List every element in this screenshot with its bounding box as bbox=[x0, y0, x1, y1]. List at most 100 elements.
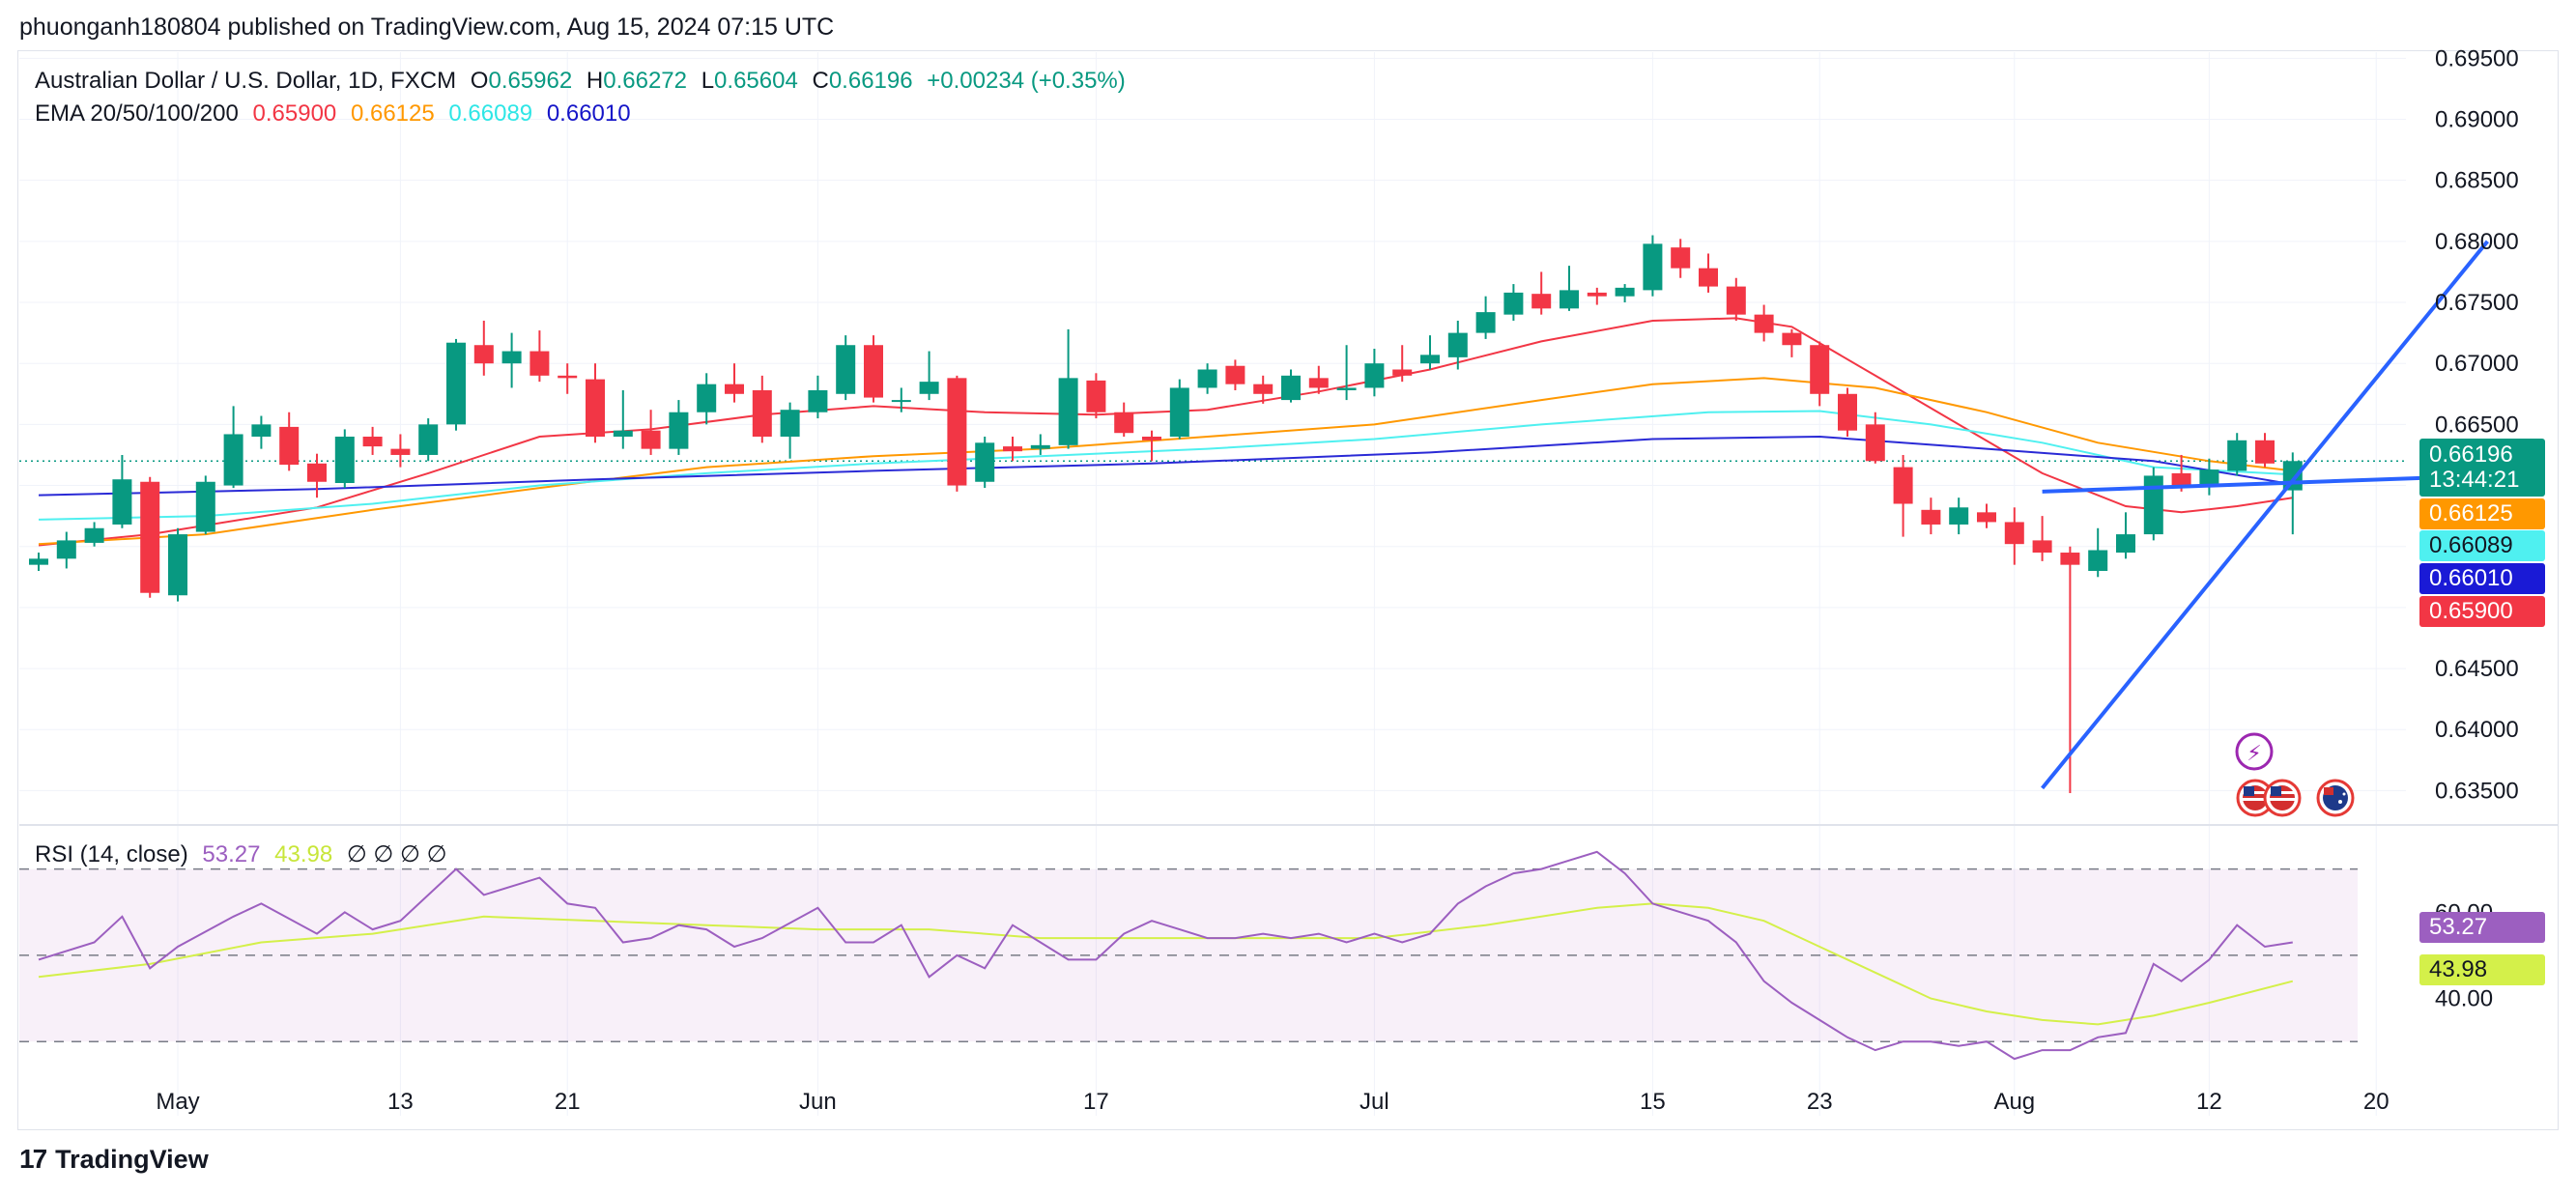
candle-body bbox=[2199, 469, 2219, 486]
candle-body bbox=[2088, 550, 2108, 571]
candle-body bbox=[808, 389, 828, 412]
candle-body bbox=[2004, 522, 2024, 545]
rsi-ma-value: 43.98 bbox=[274, 841, 333, 867]
time-tick-label: 13 bbox=[387, 1089, 414, 1115]
rsi-tag: 53.27 bbox=[2419, 912, 2545, 943]
ema50-value: 0.66125 bbox=[350, 100, 435, 127]
high-number: 0.66272 bbox=[603, 68, 688, 94]
ema200-value: 0.66010 bbox=[546, 100, 631, 127]
candle-body bbox=[1420, 355, 1440, 364]
time-tick-label: 23 bbox=[1807, 1089, 1833, 1115]
bar-countdown: 13:44:21 bbox=[2429, 467, 2520, 493]
candle-body bbox=[279, 426, 300, 466]
candle-body bbox=[1643, 243, 1663, 291]
us-flag-icon bbox=[2236, 779, 2275, 817]
ema20-value: 0.65900 bbox=[252, 100, 337, 127]
rsi-tick-label: 40.00 bbox=[2435, 986, 2493, 1012]
candle-body bbox=[1447, 332, 1468, 357]
candle-body bbox=[1503, 292, 1524, 315]
close-value: C0.66196 bbox=[812, 68, 912, 94]
candle-body bbox=[2032, 540, 2052, 554]
candle-body bbox=[1308, 378, 1329, 388]
candle-body bbox=[1671, 247, 1691, 269]
low-label: L bbox=[701, 68, 715, 94]
candle-body bbox=[140, 481, 160, 593]
symbol-name: Australian Dollar / U.S. Dollar, 1D, FXC… bbox=[35, 68, 457, 94]
candle-body bbox=[112, 479, 132, 525]
candle-body bbox=[1699, 268, 1718, 287]
candle-body bbox=[1336, 387, 1357, 390]
candle-body bbox=[613, 430, 633, 437]
close-label: C bbox=[812, 68, 829, 94]
time-tick-label: 15 bbox=[1640, 1089, 1666, 1115]
close-number: 0.66196 bbox=[828, 68, 913, 94]
flash-event-icon bbox=[2235, 732, 2274, 771]
candle-body bbox=[251, 424, 272, 437]
candle-body bbox=[752, 389, 772, 437]
chart-frame bbox=[17, 50, 2559, 1130]
time-tick-label: Aug bbox=[1993, 1089, 2035, 1115]
candle-body bbox=[891, 400, 911, 403]
candle-body bbox=[586, 379, 605, 437]
candle-body bbox=[1587, 292, 1607, 297]
tradingview-logo-icon: 17 bbox=[19, 1144, 47, 1174]
candle-body bbox=[864, 345, 883, 398]
candle-body bbox=[1977, 512, 1996, 523]
candle-body bbox=[1810, 345, 1830, 394]
candle-body bbox=[1921, 509, 1941, 525]
rsi-layer bbox=[19, 850, 2358, 1061]
ema-line-ema100 bbox=[38, 410, 2293, 521]
candle-body bbox=[1392, 369, 1413, 376]
candle-body bbox=[1838, 393, 1857, 431]
price-tick-label: 0.64000 bbox=[2435, 717, 2519, 743]
trend-line bbox=[2042, 473, 2488, 494]
change-value: +0.00234 (+0.35%) bbox=[927, 68, 1126, 94]
ema-label: EMA 20/50/100/200 bbox=[35, 100, 239, 127]
symbol-legend[interactable]: Australian Dollar / U.S. Dollar, 1D, FXC… bbox=[35, 68, 1133, 95]
rsi-na-values: ∅ ∅ ∅ ∅ bbox=[346, 841, 447, 867]
time-tick-label: 12 bbox=[2196, 1089, 2222, 1115]
brand-name: TradingView bbox=[55, 1144, 209, 1174]
low-value: L0.65604 bbox=[701, 68, 798, 94]
candle-body bbox=[362, 437, 383, 447]
candle-body bbox=[1142, 437, 1161, 441]
publisher-caption: phuonganh180804 published on TradingView… bbox=[19, 14, 835, 41]
rsi-value: 53.27 bbox=[202, 841, 261, 867]
price-tick-label: 0.68000 bbox=[2435, 229, 2519, 255]
footer-brand[interactable]: 17 TradingView bbox=[19, 1144, 209, 1175]
candle-body bbox=[975, 442, 995, 482]
rsi-label: RSI (14, close) bbox=[35, 841, 188, 867]
ema-legend[interactable]: EMA 20/50/100/200 0.65900 0.66125 0.6608… bbox=[35, 100, 639, 128]
candle-body bbox=[1086, 380, 1106, 412]
rsi-line bbox=[38, 850, 2293, 1061]
price-tick-label: 0.64500 bbox=[2435, 656, 2519, 682]
time-tick-label: May bbox=[156, 1089, 199, 1115]
candle-body bbox=[2116, 534, 2135, 554]
candle-body bbox=[501, 351, 522, 364]
candle-body bbox=[29, 558, 48, 565]
candle-body bbox=[307, 463, 327, 482]
candle-body bbox=[1615, 287, 1635, 297]
event-markers: ⚡ bbox=[2235, 732, 2355, 817]
candle-body bbox=[2143, 475, 2163, 535]
ema-line-ema200 bbox=[38, 435, 2293, 497]
trend-layer bbox=[2041, 240, 2489, 790]
candle-body bbox=[1531, 294, 1552, 309]
candle-body bbox=[473, 345, 494, 364]
time-tick-label: Jul bbox=[1360, 1089, 1389, 1115]
candle-body bbox=[1893, 467, 1913, 504]
rsi-legend[interactable]: RSI (14, close) 53.27 43.98 ∅ ∅ ∅ ∅ bbox=[35, 840, 455, 868]
trend-line bbox=[2041, 240, 2489, 790]
candle-body bbox=[725, 384, 744, 394]
price-tick-label: 0.63500 bbox=[2435, 778, 2519, 804]
candle-body bbox=[390, 448, 411, 455]
candle-body bbox=[1364, 363, 1385, 388]
au-flag-icon bbox=[2316, 779, 2355, 817]
candle-body bbox=[223, 434, 243, 486]
candle-body bbox=[1058, 378, 1078, 445]
time-tick-label: 20 bbox=[2363, 1089, 2390, 1115]
last-price-value: 0.66196 bbox=[2429, 441, 2513, 468]
open-label: O bbox=[470, 68, 489, 94]
rsi-ma-line bbox=[38, 902, 2294, 1026]
